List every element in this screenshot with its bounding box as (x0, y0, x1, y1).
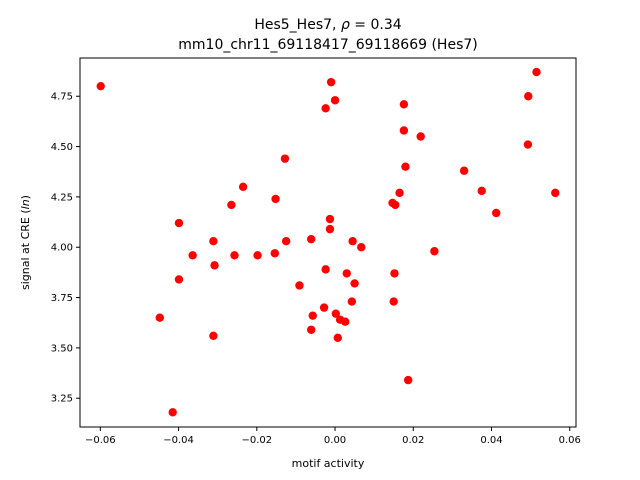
data-point (350, 279, 359, 288)
data-point (270, 249, 280, 258)
data-point (551, 188, 560, 198)
data-point (401, 162, 410, 171)
data-point (390, 269, 399, 278)
chart-subtitle: mm10_chr11_69118417_69118669 (Hes7) (178, 37, 477, 53)
x-tick-label: −0.04 (163, 435, 194, 446)
data-point (389, 297, 398, 306)
data-point (321, 104, 330, 113)
data-point (477, 186, 486, 196)
data-point (330, 96, 340, 105)
data-point (416, 132, 425, 141)
data-point (306, 325, 316, 334)
data-point (230, 251, 239, 260)
x-tick-label: 0.06 (559, 435, 581, 446)
x-tick-label: −0.06 (85, 435, 116, 446)
data-point (281, 236, 291, 246)
y-axis-label: signal at CRE (ln) (19, 195, 32, 290)
data-point (326, 77, 336, 87)
plot-area (96, 67, 560, 417)
data-point (155, 313, 164, 322)
data-point (308, 311, 317, 320)
data-point (524, 92, 533, 101)
data-point (342, 269, 351, 278)
x-tick-label: 0.04 (480, 435, 502, 446)
x-tick-label: 0.02 (402, 435, 424, 446)
data-point (168, 408, 177, 417)
data-point (403, 375, 413, 385)
data-point (395, 188, 404, 198)
data-point (271, 194, 280, 204)
data-point (341, 317, 350, 326)
y-tick-label: 4.75 (51, 92, 73, 103)
data-point (295, 281, 304, 290)
chart-title: Hes5_Hes7, ρ = 0.34 (254, 17, 401, 33)
data-point (319, 303, 329, 312)
y-tick-label: 3.75 (51, 293, 73, 304)
data-point (430, 247, 439, 256)
data-point (96, 81, 105, 91)
data-point (238, 182, 248, 192)
data-point (306, 234, 316, 244)
data-point (331, 309, 341, 318)
data-point (280, 154, 290, 163)
data-point (399, 100, 409, 109)
y-tick-label: 4.50 (51, 142, 73, 153)
data-point (523, 140, 533, 149)
y-tick-label: 4.00 (51, 243, 73, 254)
data-point (325, 214, 335, 224)
data-point (333, 333, 342, 343)
data-point (532, 67, 541, 77)
data-point (209, 236, 218, 246)
x-tick-label: 0.00 (324, 435, 346, 446)
x-tick-label: −0.02 (241, 435, 272, 446)
data-point (209, 331, 218, 341)
data-point (174, 275, 184, 284)
data-point (391, 200, 400, 210)
y-tick-label: 4.25 (51, 192, 73, 203)
data-point (357, 243, 366, 252)
data-point (210, 261, 219, 270)
data-point (174, 218, 184, 228)
x-axis-label: motif activity (292, 457, 365, 470)
data-point (492, 208, 501, 218)
axes-frame (79, 57, 577, 428)
data-point (348, 236, 357, 246)
data-point (321, 265, 330, 274)
y-tick-label: 3.50 (51, 343, 73, 354)
data-point (325, 224, 335, 234)
data-point (253, 251, 262, 260)
data-point (399, 126, 409, 135)
data-point (227, 200, 236, 210)
data-point (347, 297, 357, 306)
y-tick-label: 3.25 (51, 394, 73, 405)
data-point (188, 251, 197, 260)
data-point (459, 166, 469, 175)
